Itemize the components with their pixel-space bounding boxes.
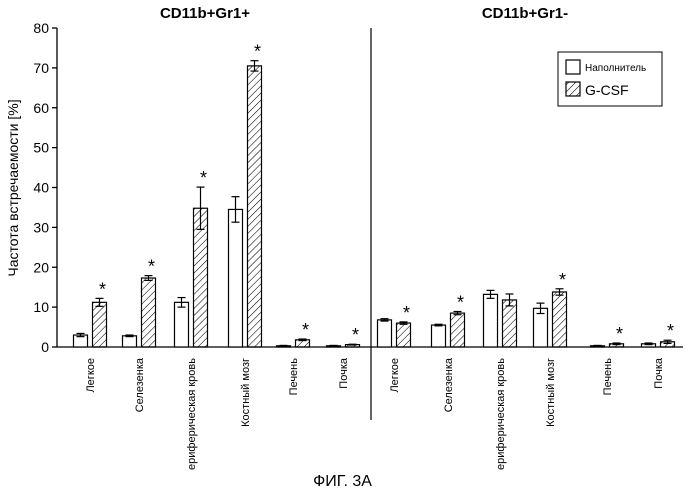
x-category-label: Почка xyxy=(338,357,350,389)
y-tick-label: 20 xyxy=(33,259,49,275)
significance-star: * xyxy=(99,279,106,299)
y-tick-label: 10 xyxy=(33,299,49,315)
y-tick-label: 80 xyxy=(33,20,49,36)
x-category-label: Костный мозг xyxy=(545,358,557,427)
legend: Наполнитель G-CSF xyxy=(557,51,663,107)
x-category-label: Периферическая кровь xyxy=(186,358,198,470)
bar-chart: Частота встречаемости [%] 0 10 20 30 40 50 60 7… xyxy=(5,5,683,470)
x-category-label: Селезенка xyxy=(443,357,455,412)
significance-star: * xyxy=(559,270,566,290)
gcsf-bar xyxy=(551,291,568,348)
legend-swatch-vehicle xyxy=(565,59,581,75)
gcsf-bar xyxy=(91,301,108,348)
figure-caption: ФИГ. 3А xyxy=(313,473,372,490)
x-category-label: Костный мозг xyxy=(240,358,252,427)
y-tick-label: 30 xyxy=(33,219,49,235)
gcsf-bar xyxy=(140,277,157,348)
vehicle-bar xyxy=(121,335,138,348)
significance-star: * xyxy=(254,42,261,62)
panel-title: CD11b+Gr1+ xyxy=(160,5,250,22)
gcsf-bar xyxy=(449,312,466,348)
x-category-label: Периферическая кровь xyxy=(495,358,507,470)
x-category-label: Легкое xyxy=(389,358,401,393)
gcsf-bar xyxy=(501,299,518,348)
gcsf-bar xyxy=(395,322,412,348)
panel-title: CD11b+Gr1- xyxy=(482,5,568,22)
y-tick-label: 60 xyxy=(33,100,49,116)
y-tick-label: 40 xyxy=(33,180,49,196)
x-category-label: Легкое xyxy=(85,358,97,393)
y-tick-label: 0 xyxy=(41,339,49,355)
gcsf-bar xyxy=(246,65,263,348)
legend-swatch-gcsf xyxy=(565,81,581,97)
legend-label-vehicle: Наполнитель xyxy=(585,63,646,74)
significance-star: * xyxy=(200,168,207,188)
y-tick-label: 70 xyxy=(33,60,49,76)
significance-star: * xyxy=(616,324,623,344)
vehicle-bar xyxy=(227,208,244,348)
y-axis-label: Частота встречаемости [%] xyxy=(5,99,21,276)
significance-star: * xyxy=(457,293,464,313)
vehicle-bar xyxy=(532,307,549,348)
x-category-label: Печень xyxy=(288,358,300,396)
chart-marks: * * * * * * * * * * * xyxy=(72,42,676,348)
x-category-label: Печень xyxy=(602,358,614,396)
y-tick-label: 50 xyxy=(33,140,49,156)
vehicle-bar xyxy=(173,301,190,348)
vehicle-bar xyxy=(376,319,393,348)
vehicle-bar xyxy=(482,293,499,348)
significance-star: * xyxy=(302,320,309,340)
axes: 0 10 20 30 40 50 60 70 80 CD11b+Gr1+ Легкое Селезен… xyxy=(33,5,683,470)
x-category-label: Селезенка xyxy=(134,357,146,412)
significance-star: * xyxy=(352,325,359,345)
legend-label-gcsf: G-CSF xyxy=(585,82,629,98)
vehicle-bar xyxy=(430,324,447,348)
significance-star: * xyxy=(403,303,410,323)
significance-star: * xyxy=(667,321,674,341)
significance-star: * xyxy=(148,257,155,277)
x-category-label: Почка xyxy=(653,357,665,389)
